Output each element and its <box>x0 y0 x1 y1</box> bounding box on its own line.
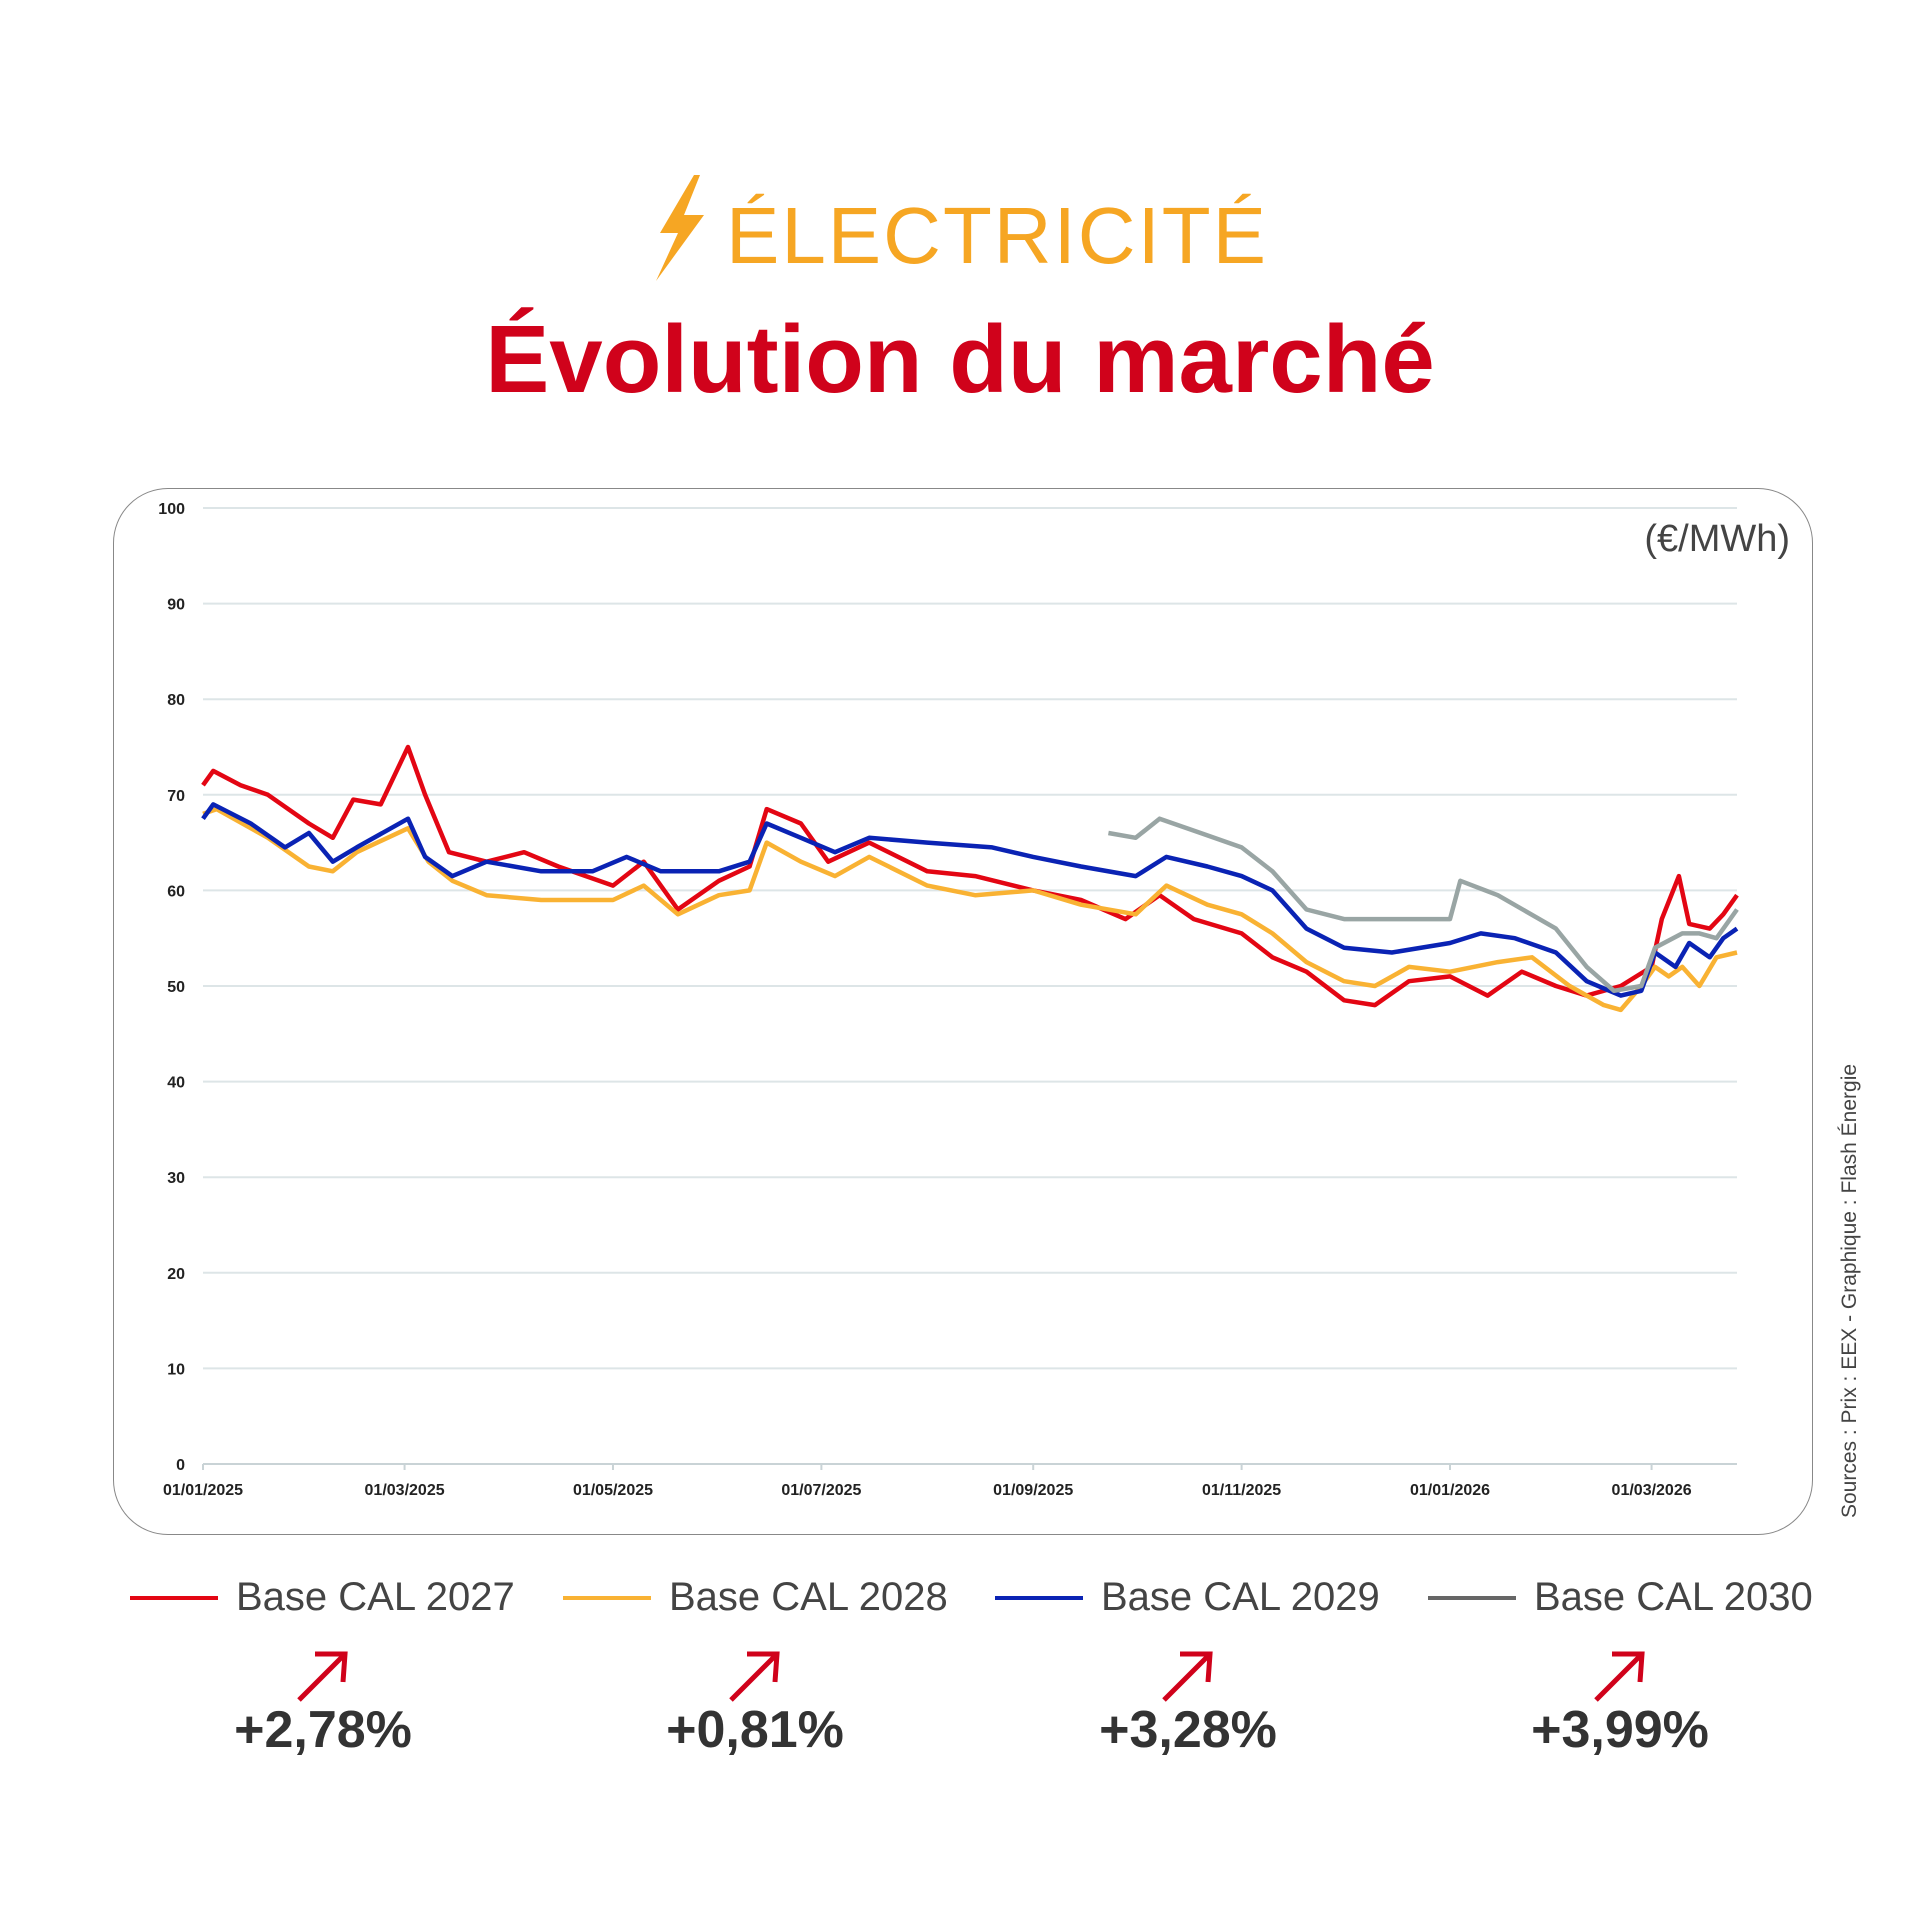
arrow-up-right-icon <box>173 1648 473 1709</box>
legend-label: Base CAL 2030 <box>1534 1575 1813 1619</box>
x-tick-label: 01/03/2025 <box>365 1482 445 1499</box>
legend-swatch <box>130 1595 218 1600</box>
sources-note: Sources : Prix : EEX - Graphique : Flash… <box>1838 1063 1861 1518</box>
legend-swatch <box>563 1595 651 1600</box>
arrow-up-right-icon <box>1470 1648 1770 1709</box>
page-title: Évolution du marché <box>485 306 1435 413</box>
x-tick-label: 01/03/2026 <box>1612 1482 1692 1499</box>
series-line-base-cal-2029 <box>201 802 1739 998</box>
legend-swatch <box>995 1595 1083 1600</box>
y-tick-label: 100 <box>158 501 185 518</box>
x-tick-label: 01/09/2025 <box>993 1482 1073 1499</box>
lightning-icon <box>655 175 704 281</box>
legend-label: Base CAL 2028 <box>669 1575 948 1619</box>
series-line-base-cal-2027 <box>201 744 1739 1008</box>
x-tick-label: 01/07/2025 <box>781 1482 861 1499</box>
arrow-up-right-icon <box>1038 1648 1338 1709</box>
legend-label: Base CAL 2027 <box>236 1575 515 1619</box>
y-tick-label: 70 <box>167 788 185 805</box>
chart-frame <box>113 488 1813 1535</box>
legend-item-2030: Base CAL 2030 <box>1428 1575 1813 1620</box>
line-chart: 0 10 20 30 40 50 60 70 80 90 100 01/01/2025 01/03/20… <box>158 501 1739 1499</box>
series-line-base-cal-2028 <box>202 806 1738 1013</box>
change-percent: +0,81% <box>666 1701 844 1759</box>
x-tick-label: 01/05/2025 <box>573 1482 653 1499</box>
change-percent: +3,28% <box>1099 1701 1277 1759</box>
y-tick-label: 60 <box>167 883 185 900</box>
category-label: ÉLECTRICITÉ <box>725 191 1269 280</box>
y-tick-label: 20 <box>167 1266 185 1283</box>
legend-item-2029: Base CAL 2029 <box>995 1575 1380 1620</box>
y-tick-label: 0 <box>176 1457 185 1474</box>
legend-item-2028: Base CAL 2028 <box>563 1575 948 1620</box>
legend-label: Base CAL 2029 <box>1101 1575 1380 1619</box>
y-tick-label: 90 <box>167 597 185 614</box>
x-tick-label: 01/11/2025 <box>1202 1482 1281 1499</box>
category-heading: ÉLECTRICITÉ <box>0 175 1920 282</box>
legend-swatch <box>1428 1595 1516 1600</box>
legend-item-2027: Base CAL 2027 <box>130 1575 515 1620</box>
x-tick-label: 01/01/2025 <box>163 1482 243 1499</box>
y-tick-label: 80 <box>167 692 185 709</box>
unit-label: (€/MWh) <box>1644 518 1790 560</box>
y-tick-label: 10 <box>167 1361 185 1378</box>
x-tick-label: 01/01/2026 <box>1410 1482 1490 1499</box>
change-percent: +2,78% <box>234 1701 412 1759</box>
change-percent: +3,99% <box>1531 1701 1709 1759</box>
y-tick-label: 30 <box>167 1170 185 1187</box>
legend: Base CAL 2027 Base CAL 2028 Base CAL 202… <box>0 1575 1920 1635</box>
series-line-base-cal-2030 <box>1108 816 1739 994</box>
arrow-up-right-icon <box>605 1648 905 1709</box>
y-tick-label: 40 <box>167 1075 185 1092</box>
y-tick-label: 50 <box>167 979 185 996</box>
